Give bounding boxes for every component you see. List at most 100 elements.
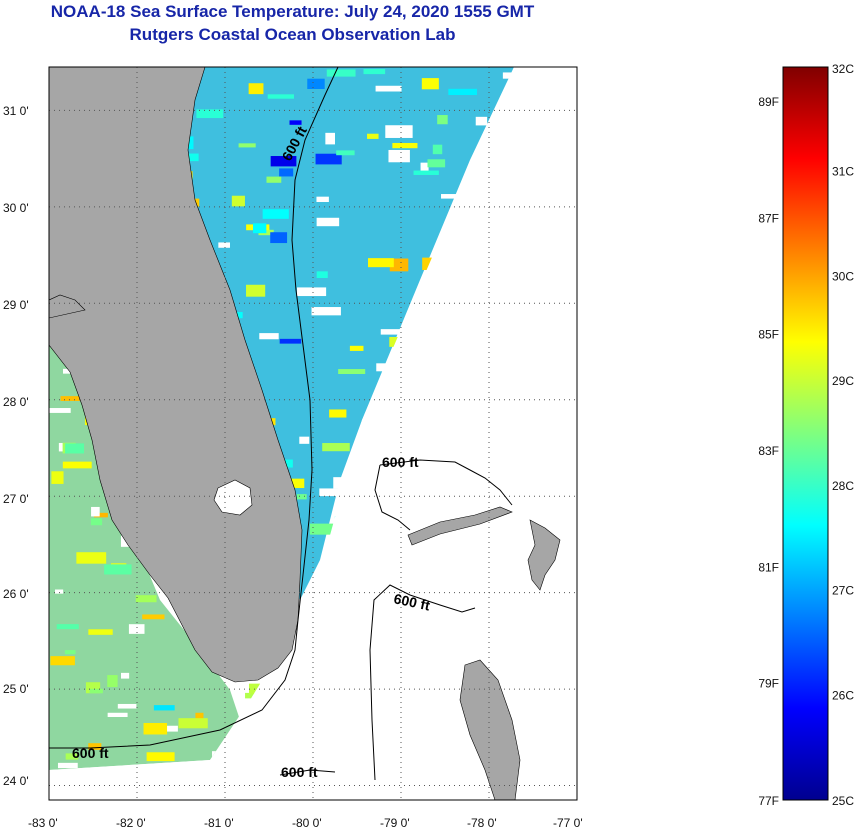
sst-pixel-patch [388,149,410,163]
sst-pixel-patch [62,461,92,469]
sst-pixel-patch [238,143,256,148]
lon-tick-label: -80 0' [292,816,322,830]
sst-pixel-patch [421,78,439,90]
sst-pixel-patch [375,85,402,92]
sst-pixel-patch [51,471,64,484]
sst-pixel-patch [259,333,279,340]
florida-land [49,67,303,683]
sst-pixel-patch [56,624,79,630]
sst-pixel-patch [49,408,71,413]
lat-tick-label: 30 0' [3,201,29,215]
sst-pixel-patch [367,133,379,139]
sst-pixel-patch [437,115,448,125]
sst-pixel-patch [218,242,230,248]
sst-pixel-patch [231,195,245,207]
colorbar-fahrenheit-label: 85F [758,328,779,342]
lat-tick-label: 26 0' [3,587,29,601]
sst-pixel-patch [368,258,394,268]
sst-pixel-patch [195,712,204,720]
sst-pixel-patch [146,752,175,762]
sst-pixel-patch [107,675,118,688]
sst-pixel-patch [128,624,145,634]
sst-pixel-patch [279,168,294,177]
sst-pixel-patch [309,523,335,535]
sst-pixel-patch [120,672,130,679]
sst-pixel-patch [57,762,78,769]
sst-pixel-patch [392,142,418,149]
sst-pixel-patch [65,753,79,760]
sst-pixel-patch [267,94,294,99]
sst-pixel-patch [363,69,386,75]
sst-pixel-patch [143,723,168,735]
colorbar-fahrenheit-label: 81F [758,560,779,574]
colorbar-celsius-label: 27C [832,584,854,598]
sst-pixel-patch [142,614,165,620]
sst-pixel-patch [88,743,102,750]
colorbar-fahrenheit-label: 77F [758,794,779,808]
sst-pixel-patch [246,284,266,297]
grand-bahama-land [407,506,513,546]
sst-pixel-patch [326,69,356,77]
sst-pixel-patch [316,217,340,227]
longitude-tick-labels: -83 0' -82 0' -81 0' -80 0' -79 0' -78 0… [28,816,583,830]
sst-pixel-patch [380,329,410,335]
sst-pixel-patch [279,338,302,344]
sst-pixel-patch [296,494,307,500]
sst-pixel-patch [349,345,364,351]
sst-pixel-patch [420,162,429,173]
sst-pixel-patch [432,144,443,155]
colorbar-celsius-label: 25C [832,794,854,808]
lon-tick-label: -83 0' [28,816,58,830]
andros-land [459,659,521,800]
lon-tick-label: -82 0' [116,816,146,830]
sst-pixel-patch [88,629,113,635]
sst-pixel-patch [91,506,100,517]
contour-label: 600 ft [382,454,419,470]
sst-pixel-patch [376,363,387,372]
colorbar-fahrenheit-label: 83F [758,444,779,458]
map-subtitle: Rutgers Coastal Ocean Observation Lab [129,25,456,44]
sst-pixel-patch [266,176,282,183]
fahrenheit-labels: 89F 87F 85F 83F 81F 79F 77F [758,95,779,808]
contour-label: 600 ft [392,590,431,613]
sst-pixel-patch [475,116,488,126]
sst-pixel-patch [319,488,347,497]
colorbar-celsius-label: 29C [832,374,854,388]
lake-okeechobee [213,479,253,516]
contour-line-grand-bahama-south [374,464,411,531]
map-title: NOAA-18 Sea Surface Temperature: July 24… [50,2,535,21]
sst-pixel-patch [60,396,86,401]
sst-pixel-patch [299,436,310,444]
celsius-labels: 32C 31C 30C 29C 28C 27C 26C 25C [832,62,854,808]
sst-pixel-patch [336,150,355,156]
sst-pixel-patch [315,153,342,165]
abaco-land [527,519,561,591]
contour-line-little-bahama [379,459,513,506]
latitude-tick-labels: 31 0' 30 0' 29 0' 28 0' 27 0' 26 0' 25 0… [3,104,29,788]
sst-pixel-patch [322,443,350,452]
map-plot-area: 600 ft 600 ft 600 ft 600 ft 600 ft [49,67,577,800]
colorbar-celsius-label: 31C [832,165,854,179]
contour-line-south [279,769,336,776]
sst-pixel-patch [338,369,366,375]
lat-tick-label: 24 0' [3,774,29,788]
lat-tick-label: 27 0' [3,492,29,506]
sst-pixel-patch [413,170,439,175]
sst-pixel-patch [289,478,305,489]
sst-pixel-patch [316,196,329,203]
sst-pixel-patch [104,564,132,575]
sst-pixel-patch [252,223,267,234]
sst-pixel-patch [262,209,289,219]
colorbar-celsius-label: 26C [832,688,854,702]
sst-pixel-patch [311,307,341,316]
sst-pixel-patch [186,153,199,162]
sst-pixel-patch [270,156,297,167]
sst-pixel-patch [94,512,108,518]
lat-tick-label: 31 0' [3,104,29,118]
colorbar-celsius-label: 28C [832,479,854,493]
lat-lon-grid [49,67,577,800]
sst-pixel-patch [107,712,128,717]
sst-pixel-patch [64,650,76,655]
